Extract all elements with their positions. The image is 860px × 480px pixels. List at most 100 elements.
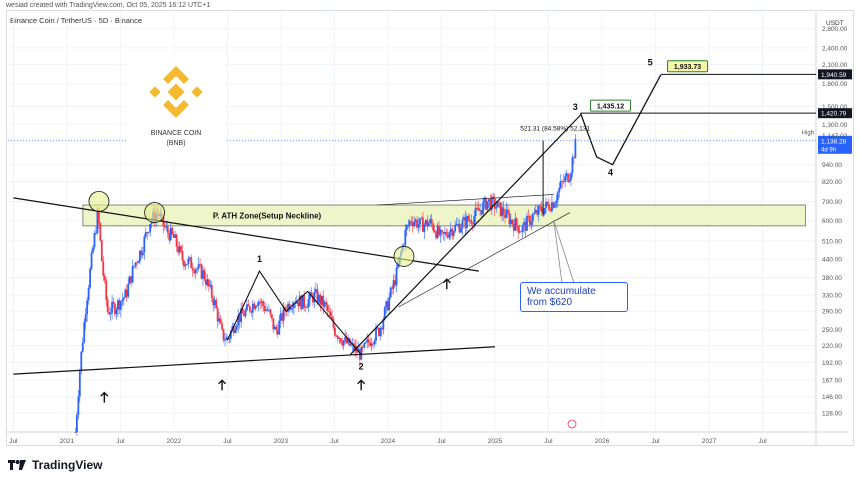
candle-body	[139, 250, 141, 262]
target-label-box	[589, 99, 631, 112]
candle-body	[514, 218, 517, 231]
candle-body	[451, 228, 454, 236]
candle-body	[509, 219, 512, 225]
candle-body	[536, 210, 539, 215]
candle-body	[521, 225, 524, 232]
candle-body	[269, 309, 272, 315]
candle-body	[278, 320, 281, 335]
coin-name-line2: (BNB)	[166, 140, 186, 147]
candle-body	[383, 307, 386, 320]
candle-body	[191, 268, 194, 271]
candle-body	[495, 207, 498, 209]
candle-body	[366, 339, 369, 343]
candle-body	[533, 212, 536, 215]
candle-body	[329, 311, 332, 317]
candle-body	[372, 343, 374, 345]
candle-body	[446, 235, 449, 238]
candle-body	[386, 301, 389, 311]
candle-body	[115, 309, 118, 315]
up-arrow-icon	[100, 391, 109, 403]
candle-body	[326, 304, 329, 311]
candle-body	[291, 308, 294, 309]
current-price-tag	[818, 135, 852, 154]
candle-body	[180, 246, 182, 251]
candle-body	[279, 313, 282, 321]
candle-body	[304, 306, 307, 308]
y-tick-label: 380.00	[822, 275, 842, 282]
candle-body	[303, 294, 306, 307]
candle-body	[508, 213, 511, 225]
candle-body	[210, 284, 213, 298]
candle-body	[573, 157, 575, 159]
candle-body	[364, 342, 367, 344]
candle-body	[93, 233, 96, 248]
candle-body	[232, 326, 235, 333]
candle-body	[524, 221, 527, 231]
candle-body	[537, 205, 540, 215]
wave-label: 3	[573, 102, 578, 112]
candle-body	[498, 202, 501, 204]
candle-body	[331, 316, 333, 320]
candle-body	[265, 309, 267, 311]
author-line: wesiad created with TradingView.com, Oct…	[6, 2, 211, 9]
candle-body	[122, 297, 125, 300]
y-tick-label: 510.00	[822, 238, 842, 245]
candle-body	[87, 287, 90, 301]
candle-body	[464, 217, 467, 228]
candle-body	[146, 232, 149, 233]
level-price-tag	[818, 108, 852, 119]
accumulation-callout: We accumulate from $620	[520, 282, 628, 312]
candle-body	[370, 343, 373, 346]
candle-body	[334, 327, 336, 336]
candle-body	[263, 306, 266, 311]
y-tick-label: 1,500.00	[822, 104, 848, 111]
candle-body	[312, 295, 314, 303]
candle-body	[144, 232, 147, 237]
candle-body	[454, 224, 457, 232]
candle-body	[190, 257, 193, 269]
candle-body	[555, 200, 558, 204]
candle-body	[301, 294, 304, 310]
candle-body	[461, 220, 464, 229]
candle-body	[266, 309, 269, 311]
y-tick-label: 600.00	[822, 218, 842, 225]
highlight-circle	[144, 202, 166, 223]
candle-body	[99, 223, 102, 241]
chart-frame	[6, 10, 854, 446]
candle-body	[322, 295, 325, 307]
level-price-label: 1,420.79	[821, 111, 847, 118]
y-tick-label: 940.00	[822, 162, 842, 169]
candle-body	[360, 347, 363, 360]
candle-body	[551, 202, 553, 212]
candle-body	[474, 207, 477, 217]
candle-body	[127, 284, 130, 297]
candle-body	[229, 331, 232, 339]
candle-body	[316, 289, 319, 303]
x-tick-label: 2026	[595, 438, 610, 445]
candle-body	[463, 217, 465, 221]
candle-body	[251, 303, 254, 313]
coin-name-line1: BINANCE COIN	[150, 130, 202, 137]
tradingview-logo[interactable]: TradingView	[8, 458, 102, 472]
candle-body	[187, 258, 190, 265]
candle-body	[443, 232, 446, 234]
candle-body	[197, 264, 200, 269]
candle-body	[166, 226, 169, 233]
candle-body	[102, 261, 105, 276]
y-tick-label: 220.00	[822, 343, 842, 350]
candle-body	[128, 276, 131, 285]
candle-body	[380, 328, 383, 330]
candle-body	[109, 312, 112, 315]
candle-body	[206, 279, 209, 286]
candle-body	[373, 340, 376, 345]
candle-body	[134, 262, 137, 266]
candle-body	[262, 301, 264, 307]
candle-body	[445, 232, 448, 236]
candle-body	[411, 222, 414, 226]
candle-body	[218, 318, 221, 322]
candle-body	[391, 287, 394, 289]
candle-body	[175, 234, 178, 247]
candle-body	[429, 218, 432, 224]
candle-body	[526, 215, 528, 231]
